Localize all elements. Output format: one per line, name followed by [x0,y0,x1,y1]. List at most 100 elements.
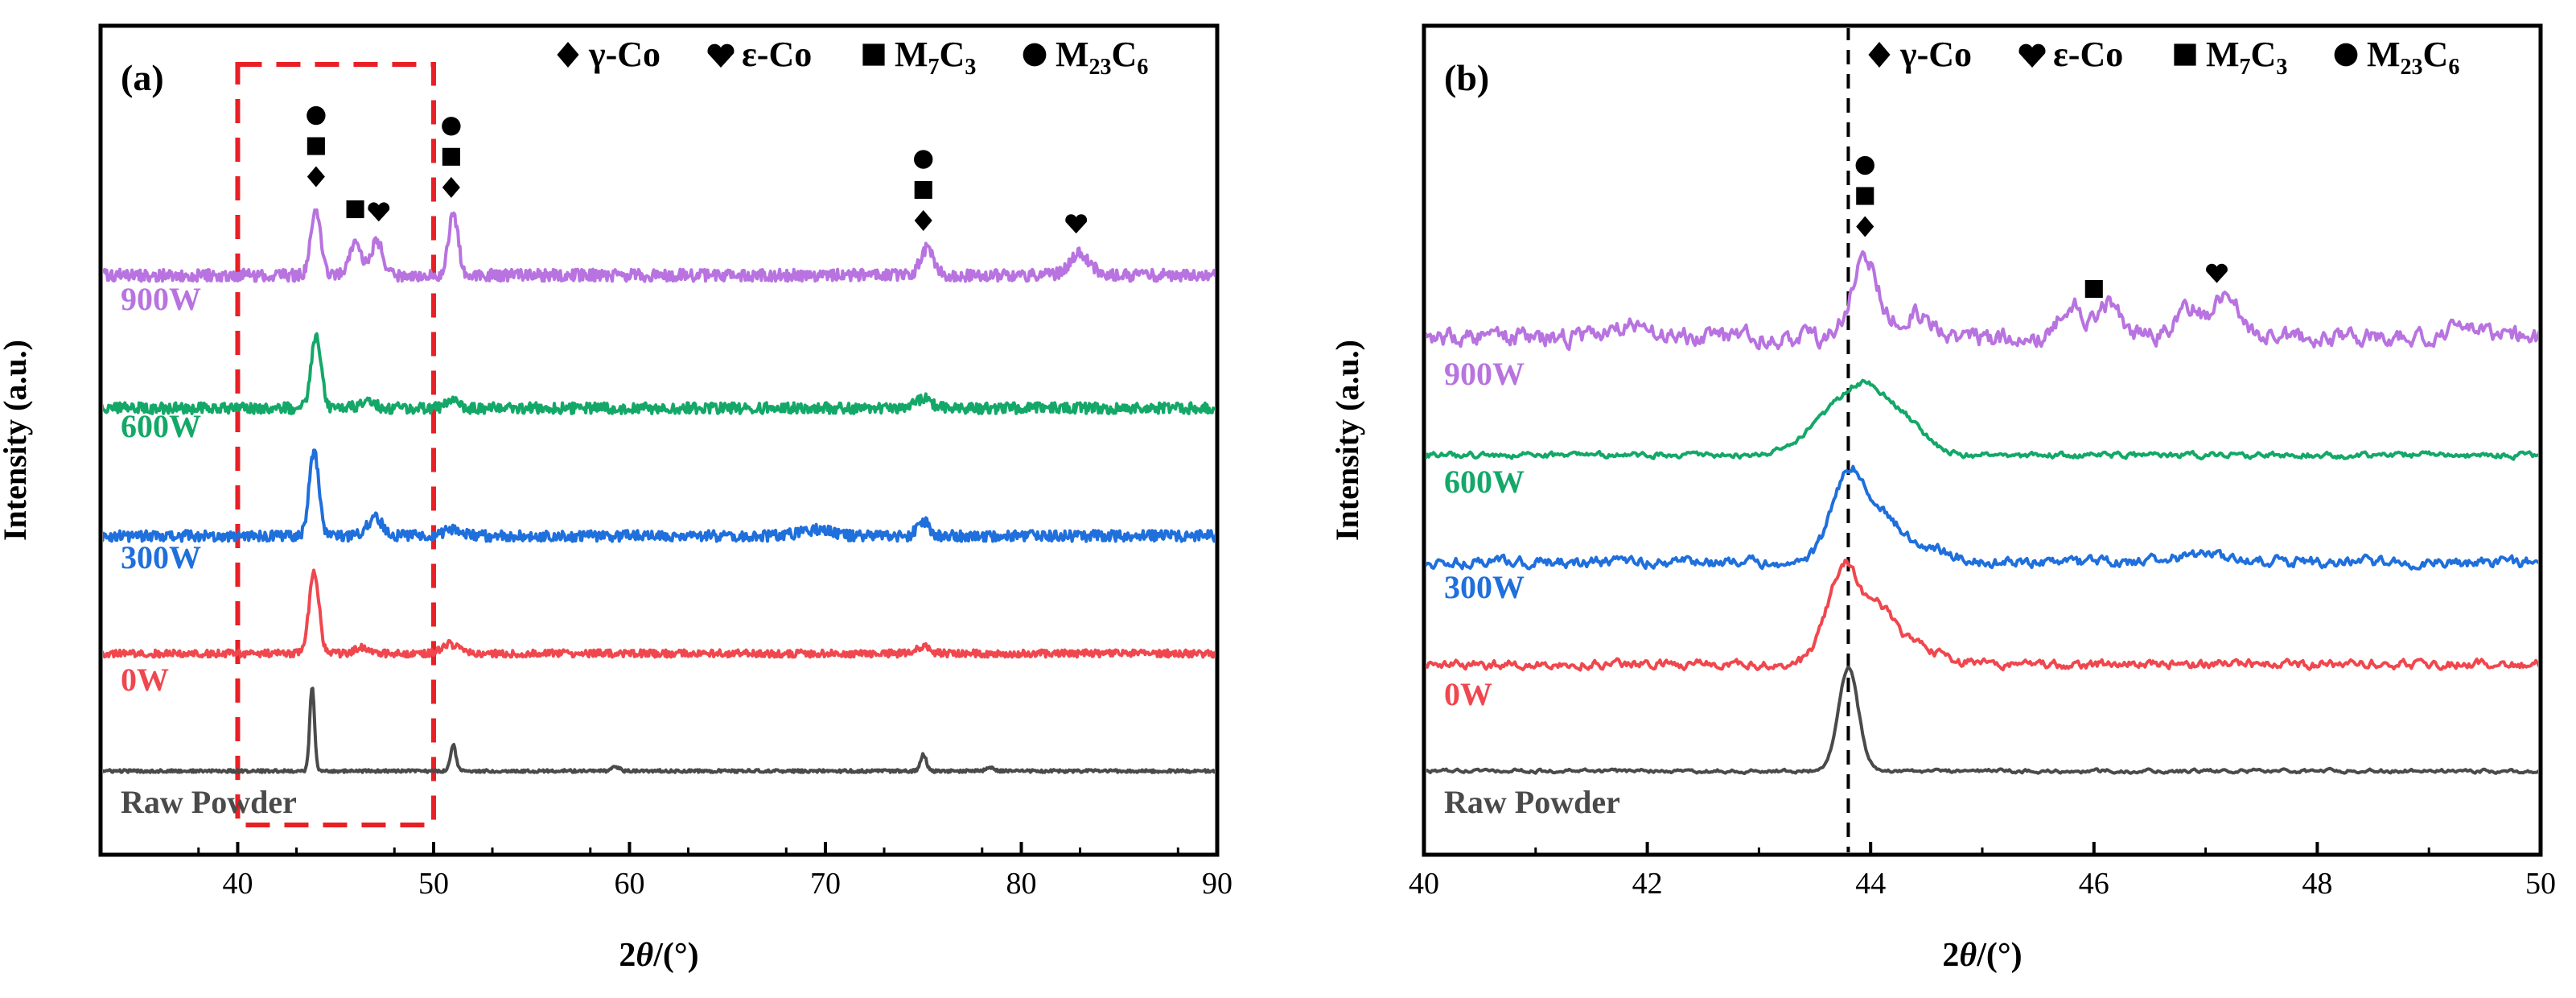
series-label: 0W [121,662,169,698]
series-label: Raw Powder [121,784,297,820]
legend-label: γ-Co [588,35,660,74]
phase-square-icon [442,147,460,166]
panel-a-frame [98,23,1220,857]
phase-circle-icon [1855,155,1874,175]
legend-entry: M23C6 [1023,35,1148,80]
xtick-label: 50 [2525,867,2556,901]
legend-diamond-icon [1868,42,1891,68]
phase-marker-group [914,150,933,232]
phase-circle-icon [442,117,461,136]
xlabel-prefix: 2 [619,937,636,974]
panel-b-plot-area [1426,28,2538,852]
legend-heart-icon [707,43,735,68]
legend-entry: ε-Co [707,35,812,74]
panel-b-ylabel: Intensity (a.u.) [1329,340,1365,541]
phase-circle-icon [914,150,933,169]
panel-a-xlabel: 2θ/(°) [619,937,698,974]
series-label: 600W [121,408,201,444]
phase-heart-icon [2206,263,2228,283]
phase-marker-group [2206,263,2228,283]
phase-square-icon [307,137,325,155]
xtick-label: 70 [810,867,841,901]
phase-diamond-icon [307,166,325,188]
legend-label: M7C3 [895,35,976,80]
legend-label: M23C6 [1056,35,1148,80]
xlabel-theta: θ [636,937,653,974]
legend-heart-icon [2018,43,2046,68]
panel-b-xlabel: 2θ/(°) [1942,937,2022,974]
panel-a-xticks: 40 50 60 70 80 90 [197,842,1232,901]
phase-circle-icon [307,105,326,126]
phase-marker-group [1065,214,1088,234]
panel-b-label: (b) [1444,57,1489,98]
legend-circle-icon [1023,43,1047,67]
series-line-0w [103,568,1215,659]
xtick-label: 50 [418,867,449,901]
legend-square-icon [2174,43,2196,66]
phase-diamond-icon [442,176,460,198]
series-label: 600W [1444,464,1525,500]
phase-marker-group [307,105,326,188]
xtick-label: 80 [1006,867,1036,901]
phase-marker-group [2084,280,2103,299]
xlabel-prefix: 2 [1942,937,1959,974]
phase-marker-group [1855,155,1874,237]
series-line-900w [103,208,1215,283]
panel-b-xticks: 40 42 44 46 48 50 [1409,842,2556,901]
legend-circle-icon [2334,43,2358,67]
phase-diamond-icon [1856,216,1874,237]
series-label: 300W [121,539,201,575]
legend-diamond-icon [557,42,579,68]
legend-entry: M23C6 [2334,35,2459,80]
series-line-0w [1426,559,2538,672]
phase-marker-group [368,202,390,222]
series-line-600w [1426,378,2538,461]
panel-b-frame [1422,23,2543,857]
xlabel-suffix: /(°) [652,937,698,974]
legend-square-icon [862,43,885,66]
series-line-raw-powder [1426,665,2538,775]
phase-square-icon [1856,187,1874,205]
legend-label: M7C3 [2206,35,2287,80]
panel-b: Raw Powder 0W 300W 600W 900W 40 42 44 46 48 50 (b)… [1329,23,2556,974]
highlight-box [235,62,436,827]
phase-square-icon [346,200,364,219]
legend-entry: γ-Co [1868,35,1972,74]
panel-b-legend: γ-Co ε-Co M7C3 M23C6 [1868,35,2459,80]
panel-a-plot-area [103,62,1215,827]
series-label: 0W [1444,676,1492,712]
legend-entry: γ-Co [557,35,660,74]
legend-entry: M7C3 [2174,35,2287,80]
series-label: 900W [121,281,201,317]
panel-a-legend: γ-Co ε-Co M7C3 M23C6 [557,35,1148,80]
xtick-label: 48 [2302,867,2332,901]
xlabel-theta: θ [1959,937,1977,974]
legend-entry: M7C3 [862,35,976,80]
xtick-label: 42 [1632,867,1663,901]
panel-a-ylabel: Intensity (a.u.) [0,340,33,541]
xtick-label: 44 [1855,867,1886,901]
legend-label: ε-Co [2053,35,2123,74]
legend-label: γ-Co [1899,35,1972,74]
phase-marker-group [346,200,364,219]
series-line-900w [1426,250,2538,352]
phase-marker-group [442,117,461,198]
series-label: 900W [1444,356,1525,392]
series-label: Raw Powder [1444,784,1620,820]
phase-square-icon [2084,280,2103,299]
series-line-300w [1426,464,2538,571]
xtick-label: 60 [614,867,644,901]
xtick-label: 40 [1409,867,1439,901]
series-line-raw-powder [103,687,1215,774]
legend-label: M23C6 [2367,35,2459,80]
series-line-600w [103,332,1215,415]
phase-heart-icon [1065,214,1088,234]
xtick-label: 90 [1202,867,1232,901]
xlabel-suffix: /(°) [1976,937,2022,974]
legend-entry: ε-Co [2018,35,2123,74]
phase-square-icon [914,180,932,200]
xtick-label: 40 [222,867,253,901]
series-line-300w [103,448,1215,543]
phase-diamond-icon [914,210,932,232]
